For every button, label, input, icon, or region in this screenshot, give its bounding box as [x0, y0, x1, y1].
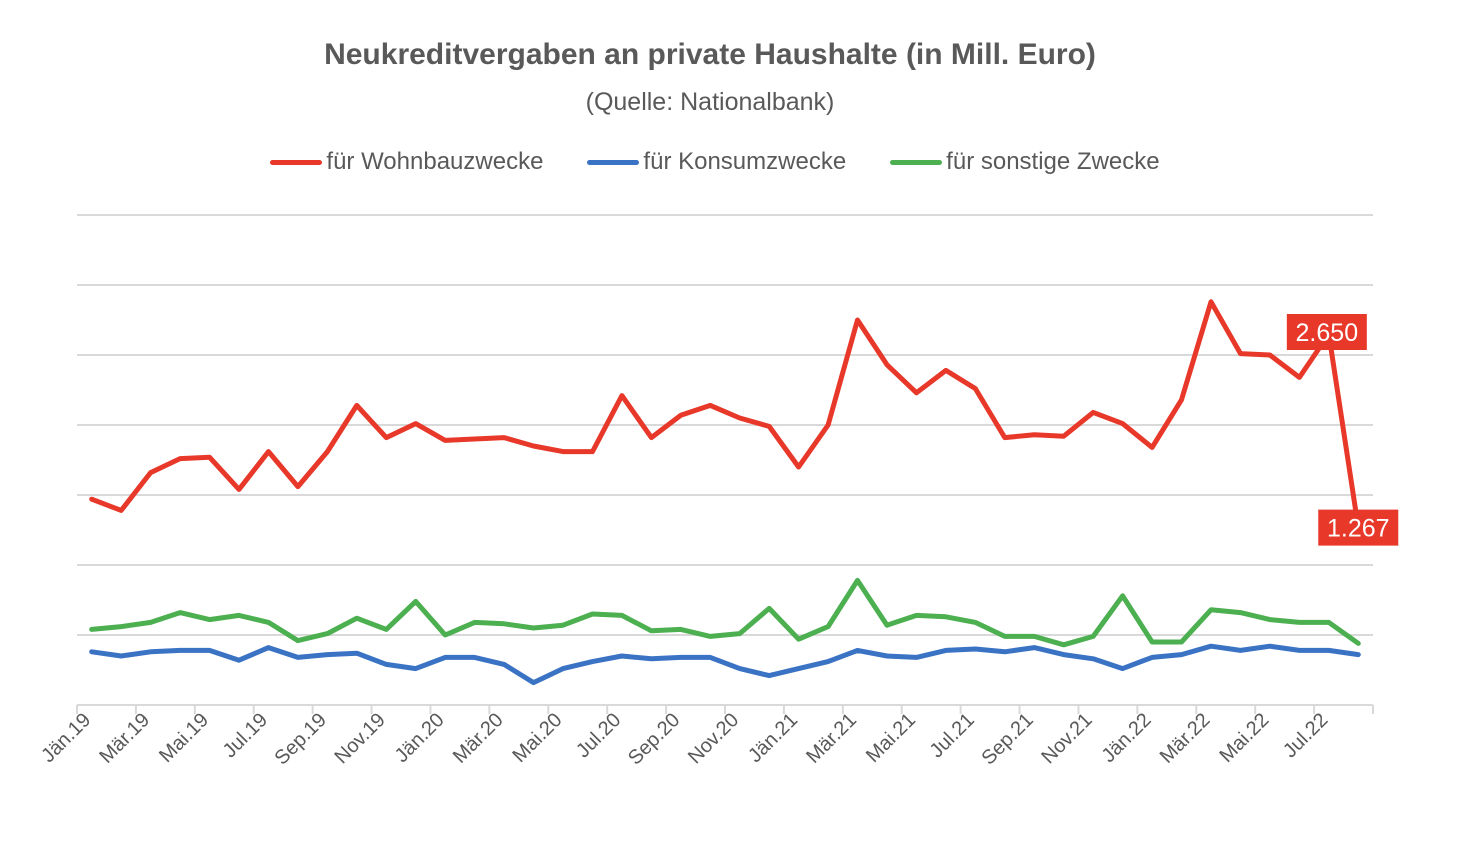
data-label: 2.650 [1296, 319, 1359, 347]
chart-title: Neukreditvergaben an private Haushalte (… [324, 38, 1096, 71]
legend-swatch [890, 159, 943, 165]
x-tick-label: Mär.20 [449, 709, 508, 768]
x-tick-label: Mai.21 [862, 709, 920, 767]
x-tick-label: Mai.19 [155, 709, 213, 767]
x-tick-label: Jän.19 [37, 709, 95, 767]
x-tick-label: Jul.21 [926, 709, 979, 762]
x-tick-label: Sep.20 [624, 709, 684, 769]
legend-item-sonstige: für sonstige Zwecke [890, 148, 1160, 176]
legend-label: für Konsumzwecke [643, 148, 847, 175]
series-line-0 [89, 299, 1361, 531]
data-label-box [1286, 314, 1367, 350]
legend-label: für sonstige Zwecke [946, 148, 1160, 175]
series-line-1 [89, 643, 1361, 686]
x-tick-label: Jän.21 [744, 709, 802, 767]
x-tick-label: Jul.19 [219, 709, 272, 762]
legend-swatch [270, 159, 323, 165]
legend-label: für Wohnbauzwecke [326, 148, 544, 175]
x-tick-label: Jul.20 [572, 709, 625, 762]
data-label-box [1318, 509, 1399, 546]
x-tick-label: Mär.19 [95, 709, 154, 768]
series-line-2 [89, 577, 1361, 648]
x-tick-label: Mai.22 [1215, 709, 1273, 767]
x-tick-label: Nov.19 [330, 709, 389, 768]
legend-item-konsum: für Konsumzwecke [587, 148, 846, 176]
x-tick-label: Jän.22 [1098, 709, 1156, 767]
x-tick-label: Mai.20 [509, 709, 567, 767]
x-tick-label: Jul.22 [1279, 709, 1332, 762]
x-tick-label: Jän.20 [391, 709, 449, 767]
x-tick-label: Sep.19 [271, 709, 331, 769]
legend-swatch [587, 159, 640, 165]
data-label: 1.267 [1327, 515, 1390, 543]
x-tick-label: Mär.21 [802, 709, 861, 768]
x-tick-label: Nov.20 [684, 709, 743, 768]
chart-subtitle: (Quelle: Nationalbank) [585, 88, 835, 116]
legend: für Wohnbauzwecke für Konsumzwecke für s… [0, 148, 1430, 176]
x-tick-label: Nov.21 [1037, 709, 1096, 768]
x-tick-label: Mär.22 [1156, 709, 1215, 768]
legend-item-wohnbau: für Wohnbauzwecke [270, 148, 543, 176]
x-tick-label: Sep.21 [977, 709, 1037, 769]
